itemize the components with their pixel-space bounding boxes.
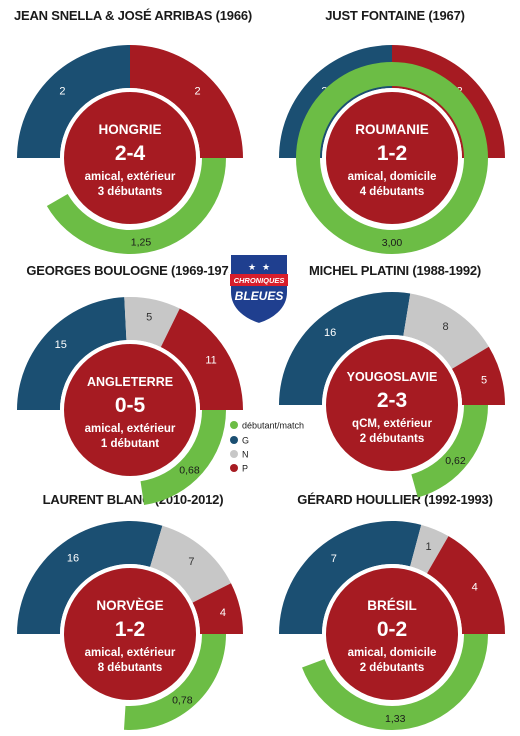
slice-label-n: 1 [425, 541, 431, 553]
slice-label-p: 5 [481, 374, 487, 386]
slice-label-p: 4 [472, 581, 478, 593]
match-score: 1-2 [115, 618, 145, 641]
legend-swatch-g [230, 436, 238, 444]
slice-n [403, 293, 489, 369]
debutant-arc [123, 634, 226, 731]
center-disc [60, 564, 200, 704]
center-disc [322, 88, 462, 228]
debutants-count: 4 débutants [360, 186, 425, 198]
opponent-name: ANGLETERRE [87, 375, 173, 389]
debutant-label: 1,25 [131, 236, 152, 248]
match-score: 0-5 [115, 394, 146, 417]
match-score: 1-2 [377, 142, 407, 165]
debutant-label: 0,78 [172, 695, 193, 707]
debutants-count: 8 débutants [98, 662, 163, 674]
slice-p [451, 346, 505, 405]
slice-label-g: 7 [331, 553, 337, 565]
opponent-name: HONGRIE [98, 122, 161, 137]
slice-g [279, 292, 411, 405]
shield-shape [229, 253, 289, 326]
chart-title-snella-arribas: JEAN SNELLA & JOSÉ ARRIBAS (1966) [13, 8, 253, 23]
debutants-count: 1 débutant [101, 438, 159, 450]
center-disc [60, 88, 200, 228]
star-icon: ★ [248, 263, 256, 273]
chart-title-fontaine: JUST FONTAINE (1967) [325, 8, 465, 23]
chart-title-blanc: LAURENT BLANC (2010-2012) [42, 492, 224, 507]
chart-title-boulogne: GEORGES BOULOGNE (1969-1973) [26, 263, 240, 278]
slice-g [17, 297, 127, 410]
legend-swatch-p [230, 464, 238, 472]
slice-label-p: 2 [194, 85, 200, 97]
match-type: amical, extérieur [85, 423, 176, 435]
slice-p [160, 308, 243, 410]
legend-label-n: N [242, 450, 249, 460]
center-disc [322, 335, 462, 475]
slice-label-g: 2 [59, 85, 65, 97]
slice-label-g: 16 [324, 327, 336, 339]
legend-label-debutant: débutant/match [242, 421, 304, 431]
debutants-count: 2 débutants [360, 433, 425, 445]
slice-p [427, 536, 505, 634]
star-icon: ★ [262, 263, 270, 273]
legend-label-g: G [242, 436, 249, 446]
debutants-count: 3 débutants [98, 186, 163, 198]
debutant-label: 3,00 [382, 237, 403, 249]
debutant-label: 1,33 [385, 713, 406, 725]
debutant-arc [302, 634, 489, 730]
slice-p [192, 583, 243, 634]
debutants-count: 2 débutants [360, 662, 425, 674]
slice-n [150, 525, 231, 603]
debutant-arc [411, 405, 488, 498]
legend-swatch-debutant [230, 421, 238, 429]
match-score: 2-4 [115, 142, 146, 165]
match-type: amical, domicile [348, 647, 437, 659]
debutant-label: 0,68 [179, 464, 200, 476]
debutant-arc [46, 158, 227, 255]
slice-p [130, 45, 243, 158]
debutant-arc [140, 410, 226, 505]
slice-g [17, 45, 130, 158]
chart-title-platini: MICHEL PLATINI (1988-1992) [308, 263, 482, 278]
slice-label-g: 16 [67, 552, 79, 564]
match-type: amical, extérieur [85, 647, 176, 659]
slice-label-p: 11 [205, 354, 216, 366]
center-disc [60, 340, 200, 480]
opponent-name: YOUGOSLAVIE [347, 370, 438, 384]
opponent-name: BRÉSIL [367, 598, 417, 613]
chart-title-houllier: GÉRARD HOULLIER (1992-1993) [297, 492, 493, 507]
legend-swatch-n [230, 450, 238, 458]
opponent-name: ROUMANIE [355, 122, 429, 137]
slice-g [279, 521, 422, 634]
match-type: amical, extérieur [85, 171, 176, 183]
legend-label-p: P [242, 464, 248, 474]
center-disc [322, 564, 462, 704]
slice-label-g: 15 [55, 339, 67, 351]
slice-n [124, 297, 180, 348]
slice-label-n: 5 [146, 311, 152, 323]
slice-label-n: 8 [443, 321, 449, 333]
slice-n [410, 524, 449, 574]
opponent-name: NORVÈGE [96, 598, 163, 613]
logo-line1: CHRONIQUES [234, 276, 285, 285]
match-type: qCM, extérieur [352, 418, 432, 430]
match-type: amical, domicile [348, 171, 437, 183]
shield-band [230, 274, 288, 286]
slice-g [17, 521, 163, 634]
logo-line2: BLEUES [235, 289, 284, 303]
match-score: 0-2 [377, 618, 407, 641]
slice-label-p: 4 [220, 607, 226, 619]
debutant-label: 0,62 [445, 455, 466, 467]
match-score: 2-3 [377, 389, 407, 412]
slice-label-n: 7 [188, 556, 194, 568]
chroniques-bleues-logo: ★ ★ CHRONIQUES BLEUES [229, 253, 289, 326]
